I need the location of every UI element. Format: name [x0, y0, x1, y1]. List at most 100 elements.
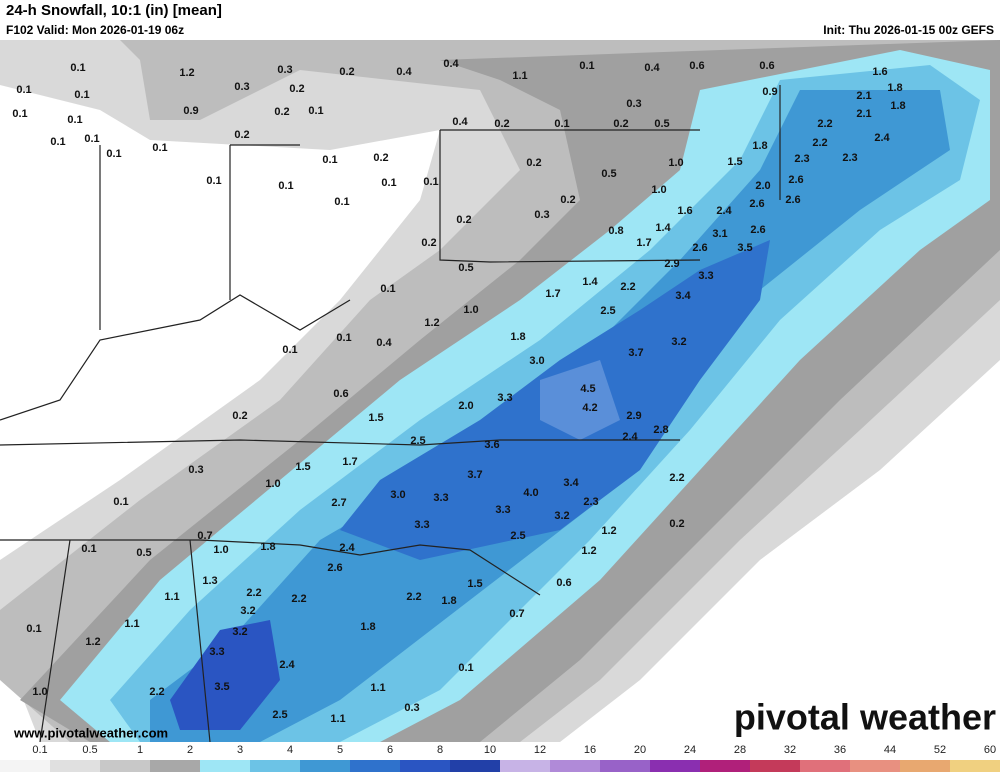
snowfall-label: 2.6 [692, 242, 707, 254]
legend-tick: 5 [337, 744, 343, 756]
snowfall-label: 2.2 [246, 587, 261, 599]
snowfall-label: 0.1 [74, 89, 89, 101]
snowfall-label: 0.9 [183, 105, 198, 117]
snowfall-label: 3.2 [671, 336, 686, 348]
snowfall-label: 1.8 [887, 82, 902, 94]
snowfall-label: 2.5 [510, 530, 525, 542]
snowfall-label: 0.7 [197, 530, 212, 542]
snowfall-label: 0.4 [443, 58, 459, 70]
snowfall-label: 1.1 [164, 591, 179, 603]
legend-tick: 28 [734, 744, 746, 756]
snowfall-label: 2.3 [842, 152, 857, 164]
snowfall-label: 0.4 [644, 62, 660, 74]
legend-swatch [100, 760, 150, 772]
snowfall-label: 0.8 [608, 225, 623, 237]
snowfall-label: 3.3 [497, 392, 512, 404]
snowfall-label: 1.1 [330, 713, 345, 725]
snowfall-label: 3.0 [390, 489, 405, 501]
snowfall-label: 0.2 [421, 237, 436, 249]
snowfall-label: 1.6 [677, 205, 692, 217]
legend-tick: 12 [534, 744, 546, 756]
legend-tick: 8 [437, 744, 443, 756]
snowfall-label: 0.4 [452, 116, 468, 128]
legend-swatch [250, 760, 300, 772]
snowfall-label: 2.2 [149, 686, 164, 698]
snowfall-label: 0.2 [289, 83, 304, 95]
legend-swatch [500, 760, 550, 772]
snowfall-label: 0.1 [67, 114, 82, 126]
snowfall-label: 1.5 [368, 412, 383, 424]
legend-swatch [800, 760, 850, 772]
legend-swatch [650, 760, 700, 772]
snowfall-label: 2.2 [406, 591, 421, 603]
snowfall-label: 2.4 [874, 132, 890, 144]
snowfall-label: 1.7 [636, 237, 651, 249]
snowfall-label: 2.9 [626, 410, 641, 422]
snowfall-label: 0.1 [206, 175, 221, 187]
snowfall-label: 0.1 [84, 133, 99, 145]
legend-swatch [850, 760, 900, 772]
legend-swatch [900, 760, 950, 772]
snowfall-label: 3.0 [529, 355, 544, 367]
snowfall-label: 1.0 [213, 544, 228, 556]
snowfall-label: 0.3 [234, 81, 249, 93]
snowfall-label: 1.8 [360, 621, 375, 633]
snowfall-label: 1.2 [85, 636, 100, 648]
snowfall-label: 2.8 [653, 424, 668, 436]
snowfall-label: 1.8 [890, 100, 905, 112]
snowfall-label: 3.5 [737, 242, 752, 254]
snowfall-label: 0.2 [373, 152, 388, 164]
legend-tick: 32 [784, 744, 796, 756]
snowfall-label: 2.0 [755, 180, 770, 192]
snowfall-label: 2.4 [279, 659, 295, 671]
snowfall-label: 2.6 [750, 224, 765, 236]
snowfall-label: 0.1 [380, 283, 395, 295]
legend-swatch [400, 760, 450, 772]
snowfall-label: 0.3 [534, 209, 549, 221]
snowfall-label: 4.2 [582, 402, 597, 414]
snowfall-label: 0.1 [336, 332, 351, 344]
snowfall-label: 0.1 [308, 105, 323, 117]
snowfall-label: 0.2 [234, 129, 249, 141]
snowfall-label: 0.1 [278, 180, 293, 192]
snowfall-label: 0.2 [526, 157, 541, 169]
legend-swatch [0, 760, 50, 772]
legend-tick: 52 [934, 744, 946, 756]
snowfall-label: 0.4 [376, 337, 392, 349]
legend-tick: 3 [237, 744, 243, 756]
snowfall-label: 0.4 [396, 66, 412, 78]
snowfall-label: 0.3 [404, 702, 419, 714]
legend-swatch [450, 760, 500, 772]
snowfall-label: 2.0 [458, 400, 473, 412]
snowfall-label: 0.2 [339, 66, 354, 78]
snowfall-label: 0.3 [277, 64, 292, 76]
legend-tick: 0.5 [82, 744, 97, 756]
snowfall-label: 0.1 [579, 60, 594, 72]
snowfall-label: 2.6 [327, 562, 342, 574]
snowfall-label: 1.2 [179, 67, 194, 79]
snowfall-label: 2.3 [794, 153, 809, 165]
snowfall-label: 0.1 [381, 177, 396, 189]
snowfall-label: 2.2 [291, 593, 306, 605]
snowfall-label: 0.1 [26, 623, 41, 635]
legend-tick: 60 [984, 744, 996, 756]
snowfall-label: 0.3 [626, 98, 641, 110]
snowfall-label: 0.1 [322, 154, 337, 166]
snowfall-label: 1.4 [582, 276, 598, 288]
snowfall-label: 1.0 [463, 304, 478, 316]
snow-shading [0, 40, 1000, 742]
snowfall-label: 4.0 [523, 487, 538, 499]
legend-swatch [200, 760, 250, 772]
snowfall-label: 1.5 [727, 156, 742, 168]
snowfall-label: 3.3 [209, 646, 224, 658]
legend-tick: 10 [484, 744, 496, 756]
snowfall-label: 3.2 [554, 510, 569, 522]
brand-watermark: pivotal weather [734, 697, 996, 738]
snowfall-label: 1.7 [342, 456, 357, 468]
snowfall-label: 0.6 [759, 60, 774, 72]
snowfall-label: 0.1 [152, 142, 167, 154]
snowfall-label: 3.7 [628, 347, 643, 359]
snowfall-label: 2.4 [716, 205, 732, 217]
snowfall-label: 3.3 [698, 270, 713, 282]
